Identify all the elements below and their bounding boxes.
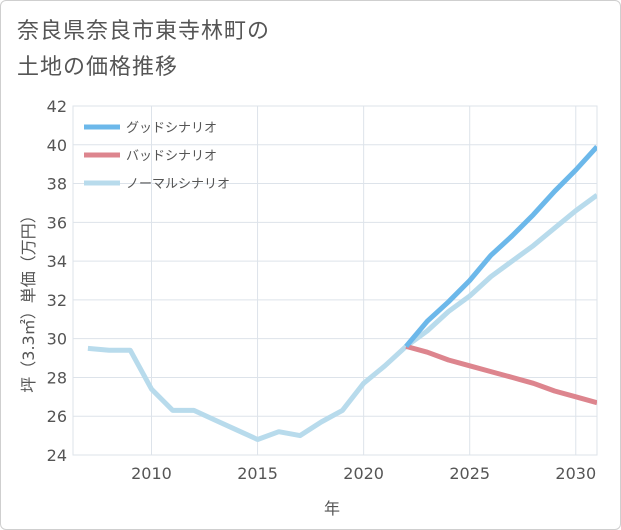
- y-tick-label: 26: [47, 407, 67, 426]
- chart-title-line1: 奈良県奈良市東寺林町の: [17, 19, 271, 44]
- y-tick-label: 38: [47, 175, 67, 194]
- legend-item-bad: バッドシナリオ: [84, 149, 217, 164]
- y-tick-label: 30: [47, 330, 67, 349]
- chart-title: 奈良県奈良市東寺林町の 土地の価格推移: [17, 14, 270, 86]
- series-line-good: [404, 145, 597, 349]
- y-tick-label: 28: [47, 368, 67, 387]
- legend-item-good: グッドシナリオ: [84, 121, 217, 136]
- tick-labels: 24 26 28 30 32 34 36 38 40 42 2010 2015 2020 2025 2030: [47, 97, 597, 483]
- x-tick-label: 2015: [237, 464, 278, 483]
- y-tick-label: 32: [47, 291, 67, 310]
- x-tick-label: 2020: [343, 464, 384, 483]
- legend-item-normal: ノーマルシナリオ: [84, 177, 230, 192]
- x-tick-label: 2030: [555, 464, 596, 483]
- legend-label-bad: バッドシナリオ: [126, 149, 217, 164]
- x-tick-label: 2010: [131, 464, 172, 483]
- series-line-normal: [87, 193, 597, 442]
- chart-title-line2: 土地の価格推移: [17, 55, 179, 80]
- x-axis-label: 年: [324, 499, 340, 518]
- x-tick-label: 2025: [449, 464, 490, 483]
- y-tick-label: 42: [47, 97, 67, 116]
- y-tick-label: 36: [47, 213, 67, 232]
- series-line-bad: [405, 343, 597, 406]
- y-axis-label: 坪（3.3㎡）単価（万円）: [19, 207, 38, 392]
- series-lines: [87, 145, 597, 442]
- y-tick-label: 24: [47, 446, 67, 465]
- y-tick-label: 40: [47, 136, 67, 155]
- y-tick-label: 34: [47, 252, 67, 271]
- legend-label-good: グッドシナリオ: [126, 121, 217, 136]
- legend-label-normal: ノーマルシナリオ: [126, 177, 230, 192]
